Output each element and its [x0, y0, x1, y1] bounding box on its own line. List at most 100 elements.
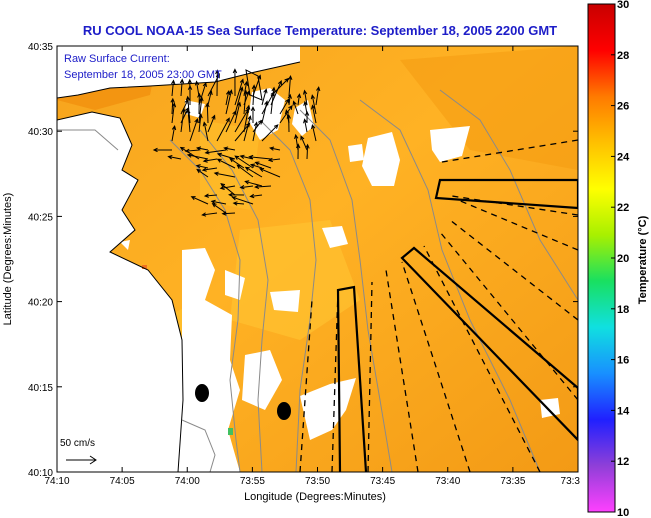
current-vector	[234, 78, 244, 106]
current-vector	[201, 167, 218, 172]
colorbar-tick-label: 22	[617, 202, 629, 214]
y-tick-label: 40:15	[28, 383, 53, 394]
current-vector	[248, 154, 272, 160]
current-vector	[210, 199, 227, 205]
current-vector	[244, 166, 263, 178]
current-vector	[287, 93, 292, 106]
current-vector	[202, 158, 218, 163]
x-axis-label: Longitude (Degrees:Minutes)	[244, 491, 386, 503]
colorbar-tick-label: 18	[617, 304, 629, 316]
colorbar-ticks: 10 12 14 16 18 20 22 24 26 28 30	[611, 0, 630, 518]
current-vector	[216, 158, 236, 169]
current-vector	[234, 101, 242, 124]
current-vector	[171, 102, 177, 124]
current-vector	[261, 91, 275, 115]
current-vector	[229, 157, 245, 169]
current-vector	[311, 123, 317, 142]
current-vector	[310, 94, 317, 115]
colorbar-tick-label: 12	[617, 456, 629, 468]
current-vector	[234, 122, 251, 142]
current-vector	[270, 86, 276, 115]
current-vector	[211, 203, 227, 214]
current-vector	[203, 193, 218, 198]
current-vector	[228, 192, 245, 197]
current-vector	[186, 108, 191, 133]
current-vector	[295, 143, 301, 160]
vector-scale-arrow	[66, 455, 97, 465]
current-vector	[249, 163, 263, 169]
x-tick-label: 74:00	[175, 476, 200, 487]
current-vector	[152, 147, 173, 153]
current-vector	[303, 118, 308, 133]
current-vector	[243, 115, 252, 142]
current-vector	[213, 171, 236, 178]
x-tick-label: 73:40	[435, 476, 460, 487]
current-vector	[249, 193, 263, 199]
current-vector	[195, 164, 209, 169]
current-annotation-line1: Raw Surface Current:	[64, 53, 170, 65]
current-vector	[261, 124, 279, 142]
current-vector	[236, 164, 254, 178]
current-vector	[302, 89, 308, 106]
colorbar-tick-label: 14	[617, 405, 630, 417]
current-vector	[207, 114, 216, 133]
y-tick-label: 40:20	[28, 298, 53, 309]
current-vector	[186, 153, 209, 160]
current-vector	[296, 93, 302, 106]
current-vector	[310, 104, 317, 124]
current-annotation-line2: September 18, 2005 23:00 GMT	[64, 69, 222, 81]
current-vector	[207, 89, 213, 106]
current-vector	[171, 79, 176, 97]
current-vector	[231, 196, 254, 205]
current-vector	[180, 107, 186, 133]
current-vector	[292, 100, 299, 115]
current-vector	[288, 74, 293, 97]
current-vector	[198, 81, 207, 106]
current-vector	[239, 154, 254, 160]
x-tick-label: 73:45	[370, 476, 395, 487]
current-vector	[243, 89, 248, 115]
x-tick-label: 73:3	[561, 476, 581, 487]
current-vector	[232, 201, 245, 206]
colorbar-tick-label: 10	[617, 507, 629, 518]
y-axis-label: Latitude (Degrees:Minutes)	[2, 193, 14, 326]
current-vector	[269, 146, 281, 151]
current-vector	[234, 86, 244, 115]
current-vector	[304, 110, 310, 124]
analysis-boxes	[336, 178, 578, 472]
current-vector	[254, 161, 272, 169]
x-ticks: 74:10 74:05 74:00 73:55 73:50 73:45 73:40 73:35…	[44, 46, 580, 487]
current-vector	[305, 143, 310, 160]
current-vector	[225, 90, 231, 106]
current-vector	[232, 68, 238, 97]
current-vector	[250, 106, 256, 124]
current-vector	[279, 104, 293, 124]
chart-title: RU COOL NOAA-15 Sea Surface Temperature:…	[83, 23, 557, 38]
x-tick-label: 74:10	[44, 476, 69, 487]
y-tick-label: 40:30	[28, 127, 53, 138]
current-vector	[216, 117, 230, 142]
colorbar-tick-label: 26	[617, 101, 629, 113]
current-vector	[259, 167, 281, 178]
current-vector	[179, 78, 185, 97]
colorbar	[587, 3, 616, 513]
current-vector	[196, 168, 209, 178]
current-vector	[244, 180, 263, 187]
current-vector	[189, 118, 199, 142]
current-vector	[198, 96, 204, 124]
current-vector	[261, 88, 268, 106]
y-tick-label: 40:10	[28, 468, 53, 479]
current-vector	[239, 185, 254, 190]
current-vector	[261, 100, 269, 124]
current-vector	[195, 146, 209, 151]
bathymetry-contours	[57, 89, 578, 472]
y-tick-label: 40:35	[28, 42, 53, 53]
current-vector	[204, 149, 227, 155]
current-vector	[225, 89, 233, 115]
current-vector	[187, 84, 193, 106]
current-vector	[221, 211, 236, 216]
current-vector	[234, 155, 254, 169]
current-vector	[251, 84, 257, 106]
sensor-marker	[195, 384, 209, 402]
colorbar-tick-label: 28	[617, 50, 629, 62]
